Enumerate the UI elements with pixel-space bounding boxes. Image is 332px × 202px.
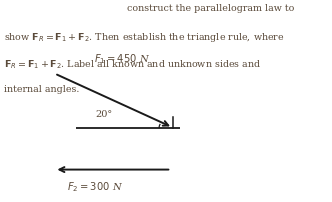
Text: 20°: 20°: [95, 109, 112, 118]
Text: $F_2 = 300$ N: $F_2 = 300$ N: [67, 180, 123, 194]
Text: $\mathbf{F}_R = \mathbf{F}_1 + \mathbf{F}_2$. Label all known and unknown sides : $\mathbf{F}_R = \mathbf{F}_1 + \mathbf{F…: [4, 58, 262, 71]
Text: show $\mathbf{F}_R = \mathbf{F}_1 + \mathbf{F}_2$. Then establish the triangle r: show $\mathbf{F}_R = \mathbf{F}_1 + \mat…: [4, 31, 285, 44]
Text: $F_1 = 450$ N: $F_1 = 450$ N: [94, 52, 150, 66]
Text: construct the parallelogram law to: construct the parallelogram law to: [127, 4, 295, 13]
Text: internal angles.: internal angles.: [4, 85, 80, 94]
